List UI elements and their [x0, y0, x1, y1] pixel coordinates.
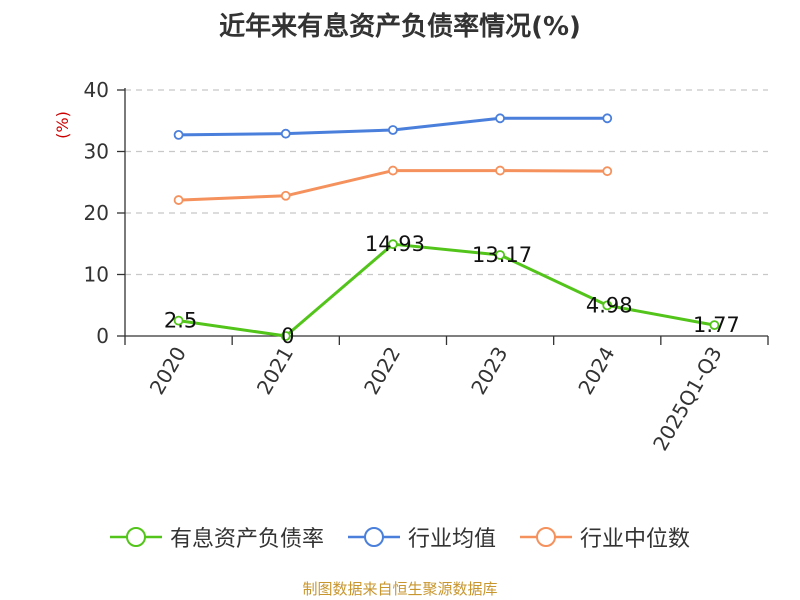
legend-label: 有息资产负债率 [169, 527, 324, 552]
data-point [495, 113, 505, 124]
data-label: 1.77 [693, 313, 740, 337]
legend-item-1[interactable]: 行业均值 [347, 521, 496, 553]
data-point [602, 113, 613, 124]
data-point [173, 129, 184, 140]
y-tick-label: 40 [84, 78, 109, 102]
legend-circle [125, 527, 146, 547]
y-tick-label: 30 [84, 140, 109, 164]
data-label: 13.17 [472, 243, 532, 267]
data-point [495, 250, 505, 260]
data-point [173, 195, 184, 205]
axes: 0 10 20 30 40 (%) 2020 2021 2022 2023 2024 2025Q1-Q… [53, 78, 769, 455]
data-point [709, 320, 720, 331]
y-tick-label: 10 [84, 263, 109, 287]
x-tick-label: 2024 [573, 343, 619, 399]
y-tick-label: 20 [84, 201, 109, 225]
data-labels: 2.5 0 14.93 13.17 4.98 1.77 [164, 232, 740, 348]
data-point [280, 331, 291, 341]
data-point [280, 128, 291, 139]
data-label: 4.98 [586, 293, 633, 317]
data-label: 0 [281, 324, 294, 348]
x-tick-label: 2021 [252, 343, 298, 399]
data-point [388, 239, 398, 250]
legend-circle [363, 527, 384, 547]
data-label: 2.5 [164, 309, 197, 333]
source-note: 制图数据来自恒生聚源数据库 [302, 580, 498, 598]
data-point [388, 165, 398, 176]
data-point [173, 315, 184, 326]
legend-marker-icon [109, 527, 162, 547]
grid-lines [125, 89, 768, 276]
series-line-0 [178, 242, 715, 338]
legend-item-2[interactable]: 行业中位数 [520, 521, 690, 553]
x-tick-label: 2023 [466, 343, 512, 399]
legend-circle [536, 527, 556, 547]
data-point [388, 125, 398, 135]
legend-marker-icon [520, 527, 572, 547]
series-lines [173, 113, 720, 341]
y-tick-label: 0 [96, 324, 109, 348]
data-point [495, 165, 505, 176]
legend-label: 行业中位数 [580, 527, 691, 552]
data-point [602, 166, 613, 177]
legend: 有息资产负债率 行业均值 行业中位数 [0, 520, 800, 554]
data-point [602, 300, 613, 311]
legend-item-0[interactable]: 有息资产负债率 [109, 521, 324, 553]
y-axis-label: (%) [53, 111, 72, 139]
x-tick-label: 2020 [145, 343, 191, 399]
chart-title: 近年来有息资产负债率情况(%) [219, 12, 581, 42]
data-label: 14.93 [365, 232, 425, 256]
legend-label: 行业均值 [407, 527, 496, 552]
x-tick-label: 2025Q1-Q3 [648, 343, 727, 455]
x-tick-label: 2022 [359, 343, 405, 399]
legend-marker-icon [347, 527, 400, 547]
data-point [280, 190, 291, 201]
